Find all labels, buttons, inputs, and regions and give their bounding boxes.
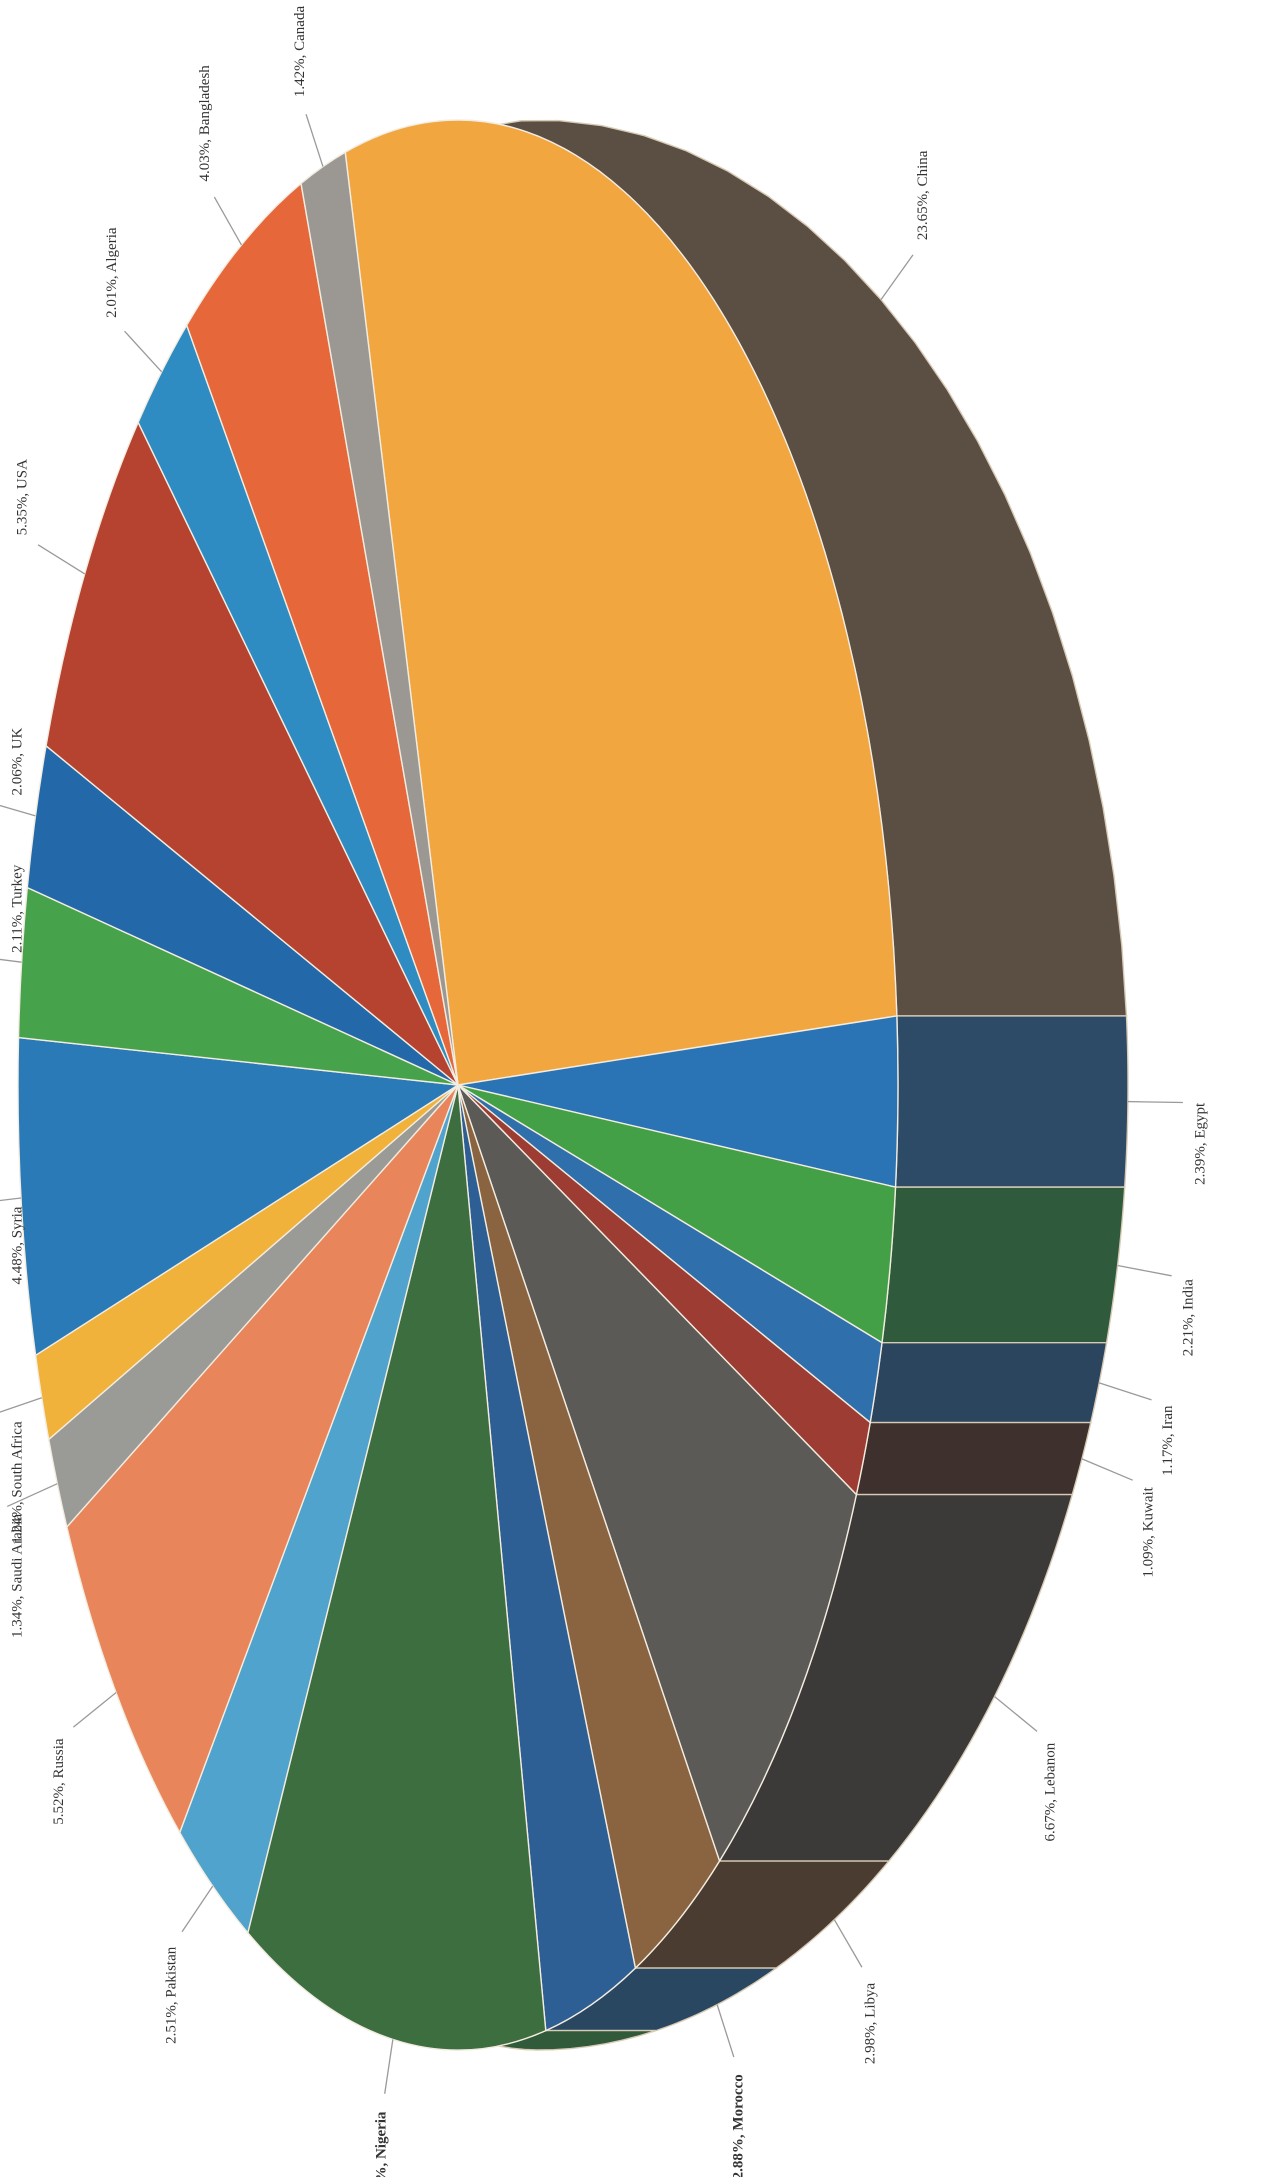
leader-line-pakistan [181, 1885, 214, 1933]
leader-line-usa [37, 544, 86, 575]
leader-line-iran [1099, 1382, 1152, 1401]
leader-line-morocco [716, 2004, 735, 2058]
pie-slice-nigeria [247, 1084, 547, 2051]
pie-slice-china [344, 119, 898, 1086]
pie-side-kuwait [855, 1421, 1092, 1496]
slice-label-uk: 2.06%, UK [9, 727, 25, 795]
leader-line-turkey [0, 958, 22, 963]
slice-label-kuwait: 1.09%, Kuwait [1141, 1486, 1157, 1577]
slice-label-lebanon: 6.67%, Lebanon [1042, 1742, 1058, 1841]
leader-line-kuwait [1081, 1458, 1133, 1481]
slice-label-south-africa: 1.24%, South Africa [9, 1421, 25, 1544]
slice-label-iran: 1.17%, Iran [1160, 1405, 1176, 1476]
pie-slice-usa [45, 420, 459, 1086]
leader-line-south-africa [0, 1397, 42, 1413]
leader-line-india [1117, 1264, 1172, 1277]
slice-label-saudi-arabia: 1.34%, Saudi Arabia [9, 1514, 25, 1638]
slice-label-syria: 4.48%, Syria [9, 1206, 25, 1284]
slice-label-libya: 2.98%, Libya [862, 1982, 878, 2064]
pie-slice-lebanon [457, 1084, 858, 1863]
slice-label-nigeria: 9.40%, Nigeria [373, 2111, 389, 2177]
leader-line-lebanon [994, 1696, 1038, 1732]
leader-line-china [880, 254, 914, 300]
leader-line-nigeria [384, 2039, 394, 2094]
slice-label-bangladesh: 4.03%, Bangladesh [197, 65, 213, 182]
pie-slices-group [17, 119, 899, 2051]
leader-line-algeria [124, 330, 163, 373]
pie-side-egypt [894, 1015, 1129, 1188]
pie-side-india [881, 1186, 1126, 1344]
slice-label-russia: 5.52%, Russia [51, 1738, 67, 1825]
leader-line-russia [72, 1691, 117, 1728]
leader-line-syria [0, 1197, 22, 1202]
slice-labels-group: 23.65%, China 2.39%, Egypt 2.21%, India 1.1… [9, 6, 1208, 2177]
slice-label-turkey: 2.11%, Turkey [9, 864, 25, 953]
leader-line-libya [833, 1919, 863, 1968]
pie-side-iran [869, 1342, 1108, 1424]
slice-label-usa: 5.35%, USA [14, 459, 30, 535]
pie-slice-syria [17, 1036, 461, 1357]
leader-line-canada [305, 114, 324, 167]
slice-label-egypt: 2.39%, Egypt [1192, 1102, 1208, 1185]
leader-line-saudi-arabia [6, 1483, 58, 1508]
leader-line-egypt [1127, 1100, 1183, 1104]
slice-label-algeria: 2.01%, Algeria [104, 227, 120, 318]
slice-label-pakistan: 2.51%, Pakistan [163, 1946, 179, 2044]
pie-slice-libya [457, 1084, 721, 1970]
leader-lines-group [0, 114, 1183, 2094]
slice-label-morocco: 2.88%, Morocco [731, 2074, 747, 2177]
slice-label-china: 23.65%, China [915, 150, 931, 240]
slice-label-canada: 1.42%, Canada [292, 6, 308, 98]
leader-line-bangladesh [213, 196, 243, 246]
slice-label-india: 2.21%, India [1181, 1279, 1197, 1356]
leader-line-uk [0, 804, 36, 817]
